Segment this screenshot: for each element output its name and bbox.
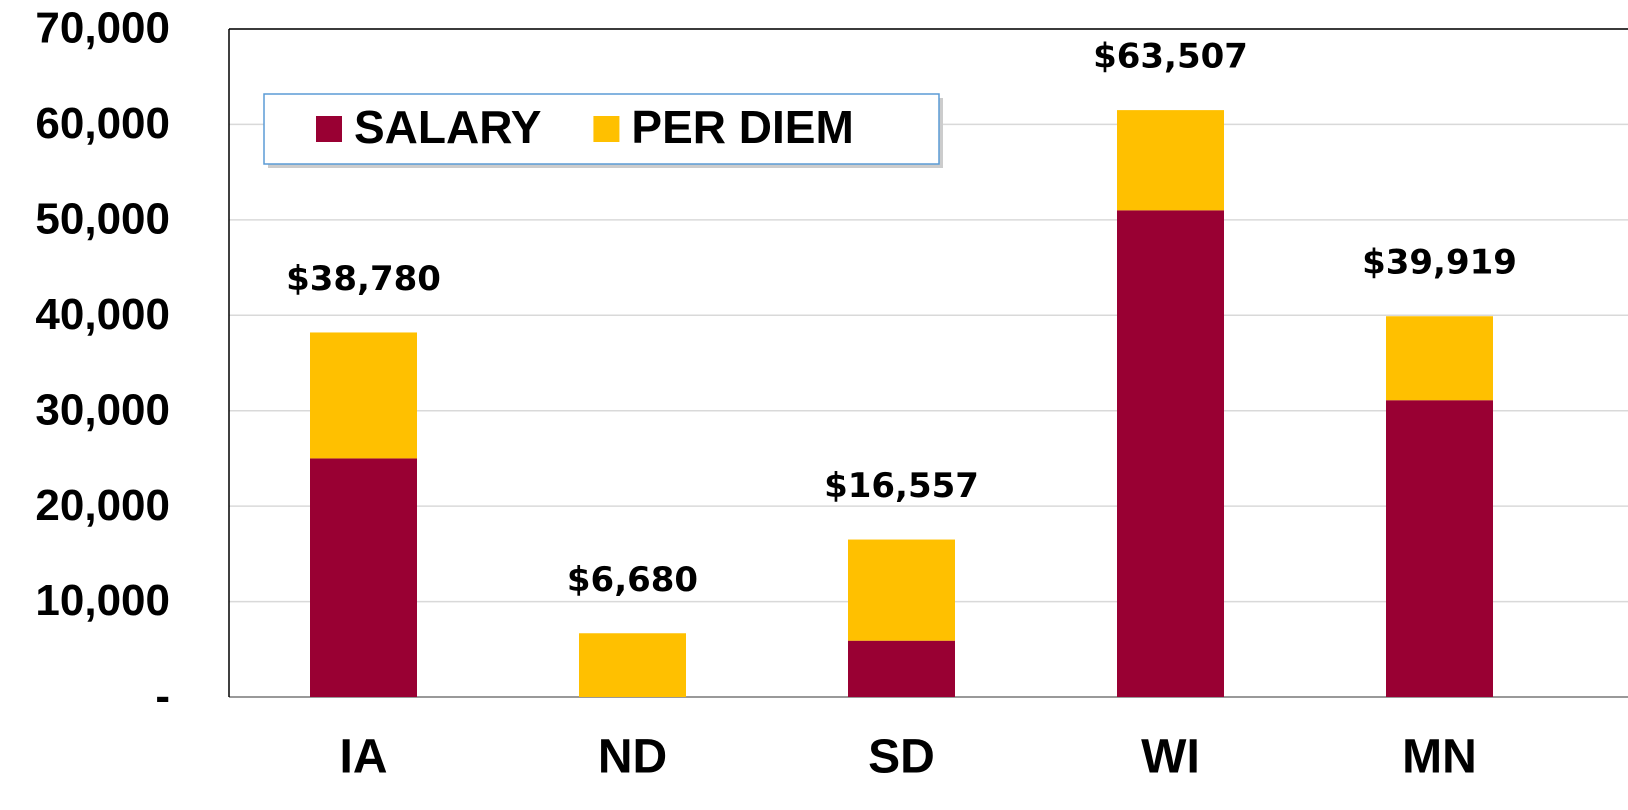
y-tick-label: - <box>155 672 170 721</box>
bar-segment <box>848 640 955 697</box>
x-tick-label: SD <box>868 731 935 784</box>
total-label: $38,780 <box>286 259 441 299</box>
bar-segment <box>848 539 955 641</box>
y-tick-label: 70,000 <box>35 4 170 53</box>
x-tick-label: WI <box>1141 731 1200 784</box>
total-label: $16,557 <box>824 466 979 506</box>
total-label: $6,680 <box>567 560 698 600</box>
bar-segment <box>1117 110 1224 211</box>
y-tick-label: 30,000 <box>35 385 170 434</box>
y-tick-label: 10,000 <box>35 576 170 625</box>
bar-segment <box>579 633 686 697</box>
y-tick-label: 40,000 <box>35 290 170 339</box>
legend-label: SALARY <box>354 101 541 153</box>
legend-label: PER DIEM <box>631 101 853 153</box>
total-label: $63,507 <box>1093 37 1248 77</box>
bar-segment <box>310 332 417 459</box>
y-tick-label: 60,000 <box>35 99 170 148</box>
y-tick-label: 50,000 <box>35 194 170 243</box>
y-tick-label: 20,000 <box>35 481 170 530</box>
x-tick-label: ND <box>598 731 667 784</box>
bar-segment <box>1386 316 1493 401</box>
legend-swatch <box>316 116 342 142</box>
x-tick-label: MN <box>1402 731 1477 784</box>
legend-swatch <box>593 116 620 142</box>
total-label: $39,919 <box>1362 243 1517 283</box>
x-tick-label: IA <box>340 731 388 784</box>
bar-segment <box>310 458 417 697</box>
bar-segment <box>1386 400 1493 697</box>
bar-segment <box>1117 210 1224 698</box>
